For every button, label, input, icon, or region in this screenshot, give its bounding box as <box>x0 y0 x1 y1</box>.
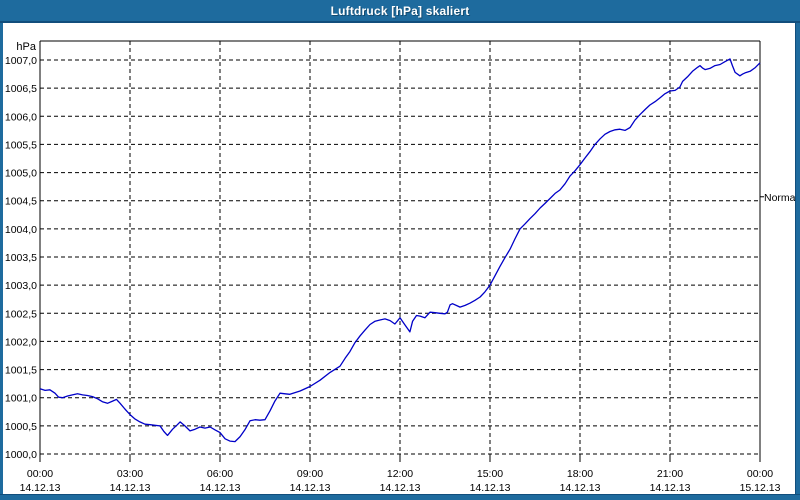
y-tick-label: 1007,0 <box>5 55 37 67</box>
x-tick-time-label: 12:00 <box>387 468 413 480</box>
x-tick-time-label: 21:00 <box>657 468 683 480</box>
pressure-chart: hPa 1007,0 1006,5 1006,0 1005,5 1005,0 1004,5 1… <box>5 40 798 494</box>
y-tick-label: 1006,0 <box>5 111 37 123</box>
x-tick-date-label: 14.12.13 <box>20 482 61 494</box>
y-tick-label: 1005,0 <box>5 168 37 180</box>
x-tick-date-label: 14.12.13 <box>200 482 241 494</box>
x-tick-time-label: 18:00 <box>567 468 593 480</box>
title-bar[interactable]: Luftdruck [hPa] skaliert <box>0 0 800 23</box>
y-tick-label: 1003,0 <box>5 280 37 292</box>
x-tick-time-label: 00:00 <box>747 468 773 480</box>
y-tick-label: 1001,0 <box>5 393 37 405</box>
y-tick-label: 1004,5 <box>5 196 37 208</box>
y-tick-label: 1005,5 <box>5 139 37 151</box>
y-tick-label: 1006,5 <box>5 83 37 95</box>
x-tick-date-label: 15.12.13 <box>740 482 781 494</box>
y-tick-label: 1002,5 <box>5 308 37 320</box>
x-tick-date-label: 14.12.13 <box>560 482 601 494</box>
window-title: Luftdruck [hPa] skaliert <box>330 3 470 18</box>
x-tick-date-label: 14.12.13 <box>380 482 421 494</box>
y-tick-label: 1000,5 <box>5 421 37 433</box>
x-tick-date-label: 14.12.13 <box>470 482 511 494</box>
pressure-line <box>39 58 761 443</box>
y-axis-unit-label: hPa <box>16 41 36 53</box>
window-frame-bottom <box>0 494 800 500</box>
x-tick-time-label: 03:00 <box>117 468 143 480</box>
y-tick-label: 1001,5 <box>5 365 37 377</box>
y-tick-label: 1002,0 <box>5 336 37 348</box>
x-tick-date-label: 14.12.13 <box>110 482 151 494</box>
x-tick-date-label: 14.12.13 <box>290 482 331 494</box>
window-frame-left <box>0 23 3 500</box>
x-tick-time-label: 06:00 <box>207 468 233 480</box>
x-tick-time-label: 15:00 <box>477 468 503 480</box>
y-tick-label: 1004,0 <box>5 224 37 236</box>
y-tick-label: 1003,5 <box>5 252 37 264</box>
normal-label: Normal <box>764 192 798 204</box>
x-tick-time-label: 00:00 <box>27 468 53 480</box>
x-tick-date-label: 14.12.13 <box>650 482 691 494</box>
x-tick-time-label: 09:00 <box>297 468 323 480</box>
window-frame-right <box>795 23 800 500</box>
y-tick-label: 1000,0 <box>5 449 37 461</box>
